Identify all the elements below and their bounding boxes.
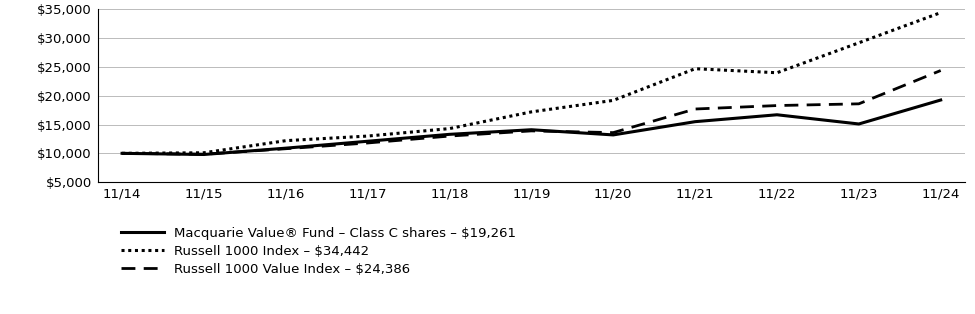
- Line: Macquarie Value® Fund – Class C shares – $19,261: Macquarie Value® Fund – Class C shares –…: [122, 100, 941, 154]
- Russell 1000 Value Index – $24,386: [607, 131, 619, 134]
- Russell 1000 Index – $34,442: [198, 151, 210, 155]
- Macquarie Value® Fund – Class C shares – $19,261: [280, 146, 292, 150]
- Macquarie Value® Fund – Class C shares – $19,261: [689, 120, 701, 123]
- Macquarie Value® Fund – Class C shares – $19,261: [607, 133, 619, 137]
- Macquarie Value® Fund – Class C shares – $19,261: [116, 151, 128, 155]
- Russell 1000 Value Index – $24,386: [116, 151, 128, 155]
- Macquarie Value® Fund – Class C shares – $19,261: [444, 133, 455, 136]
- Russell 1000 Index – $34,442: [771, 71, 783, 75]
- Russell 1000 Value Index – $24,386: [198, 152, 210, 156]
- Russell 1000 Index – $34,442: [362, 134, 373, 138]
- Russell 1000 Index – $34,442: [444, 127, 455, 131]
- Russell 1000 Index – $34,442: [607, 99, 619, 102]
- Macquarie Value® Fund – Class C shares – $19,261: [771, 113, 783, 116]
- Macquarie Value® Fund – Class C shares – $19,261: [853, 122, 865, 126]
- Russell 1000 Index – $34,442: [689, 67, 701, 71]
- Russell 1000 Value Index – $24,386: [771, 104, 783, 107]
- Line: Russell 1000 Index – $34,442: Russell 1000 Index – $34,442: [122, 13, 941, 153]
- Russell 1000 Value Index – $24,386: [280, 147, 292, 151]
- Russell 1000 Index – $34,442: [526, 110, 537, 114]
- Macquarie Value® Fund – Class C shares – $19,261: [362, 139, 373, 143]
- Russell 1000 Value Index – $24,386: [526, 129, 537, 133]
- Russell 1000 Value Index – $24,386: [853, 102, 865, 106]
- Russell 1000 Index – $34,442: [853, 41, 865, 45]
- Russell 1000 Value Index – $24,386: [935, 69, 947, 73]
- Russell 1000 Value Index – $24,386: [362, 141, 373, 145]
- Russell 1000 Index – $34,442: [935, 11, 947, 14]
- Line: Russell 1000 Value Index – $24,386: Russell 1000 Value Index – $24,386: [122, 71, 941, 154]
- Russell 1000 Value Index – $24,386: [444, 134, 455, 138]
- Macquarie Value® Fund – Class C shares – $19,261: [198, 153, 210, 156]
- Macquarie Value® Fund – Class C shares – $19,261: [935, 98, 947, 102]
- Russell 1000 Index – $34,442: [280, 139, 292, 143]
- Macquarie Value® Fund – Class C shares – $19,261: [526, 128, 537, 132]
- Russell 1000 Value Index – $24,386: [689, 107, 701, 111]
- Russell 1000 Index – $34,442: [116, 151, 128, 155]
- Legend: Macquarie Value® Fund – Class C shares – $19,261, Russell 1000 Index – $34,442, : Macquarie Value® Fund – Class C shares –…: [122, 227, 516, 276]
